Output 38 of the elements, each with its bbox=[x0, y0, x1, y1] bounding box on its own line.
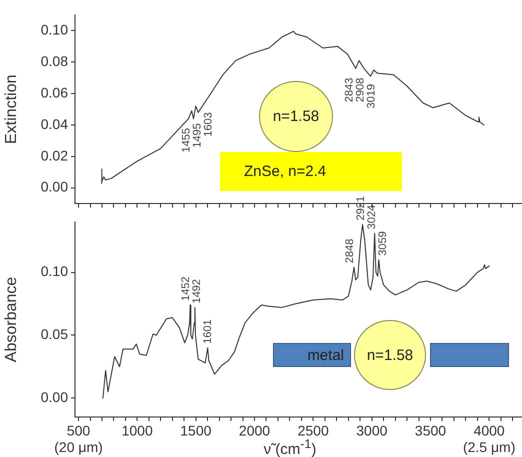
y-axis-title: Absorbance bbox=[3, 276, 20, 362]
y-tick-label: 0.05 bbox=[40, 326, 68, 342]
y-tick-label: 0.10 bbox=[40, 263, 68, 280]
x-tick-label: 1500 bbox=[180, 422, 212, 438]
annotation: metal bbox=[307, 346, 344, 364]
annotation: 2908 bbox=[354, 78, 366, 102]
sphere-between-plates-diagram: metal n=1.58 bbox=[273, 320, 509, 390]
annotation: 1495 bbox=[192, 123, 204, 148]
x-tick-label: 3000 bbox=[356, 422, 388, 438]
y-tick-label: 0.04 bbox=[40, 116, 68, 132]
annotation: 2848 bbox=[344, 238, 356, 264]
x-tick-label: 2500 bbox=[298, 422, 329, 438]
x-tick-label: 4000 (2.5 μm) bbox=[462, 422, 516, 456]
annotation: 3024 bbox=[366, 204, 378, 230]
x-tick-label: 1000 bbox=[122, 422, 153, 438]
y-tick-label: 0.02 bbox=[40, 147, 68, 164]
x-tick-label: 500 (20 μm) bbox=[54, 422, 103, 456]
y-tick-label: 0.00 bbox=[40, 178, 68, 195]
annotation: 3019 bbox=[365, 84, 378, 108]
annotation: 3059 bbox=[377, 231, 390, 256]
annotation: 2921 bbox=[355, 196, 368, 221]
x-tick-label: 2000 bbox=[238, 422, 270, 438]
x-axis-title: ν̃ (cm$^{-1}$) bbox=[264, 437, 316, 457]
annotation: 2843 bbox=[343, 78, 356, 102]
y-tick-label: 0.00 bbox=[40, 388, 68, 405]
x-tick-label: 3500 bbox=[414, 422, 446, 438]
annotation: 1603 bbox=[202, 112, 215, 137]
annotation: n=1.58 bbox=[272, 108, 320, 125]
annotation: 1601 bbox=[202, 319, 214, 344]
annotation: n=1.58 bbox=[366, 346, 414, 364]
y-tick-label: 0.06 bbox=[40, 84, 68, 100]
y-axis-title: Extinction bbox=[3, 74, 20, 144]
y-tick-label: 0.08 bbox=[40, 53, 68, 70]
annotation: 1452 bbox=[180, 276, 192, 302]
annotation: 1455 bbox=[180, 128, 193, 152]
annotation: ZnSe, n=2.4 bbox=[244, 163, 326, 180]
y-tick-label: 0.10 bbox=[40, 22, 68, 38]
annotation: 1492 bbox=[191, 279, 204, 304]
